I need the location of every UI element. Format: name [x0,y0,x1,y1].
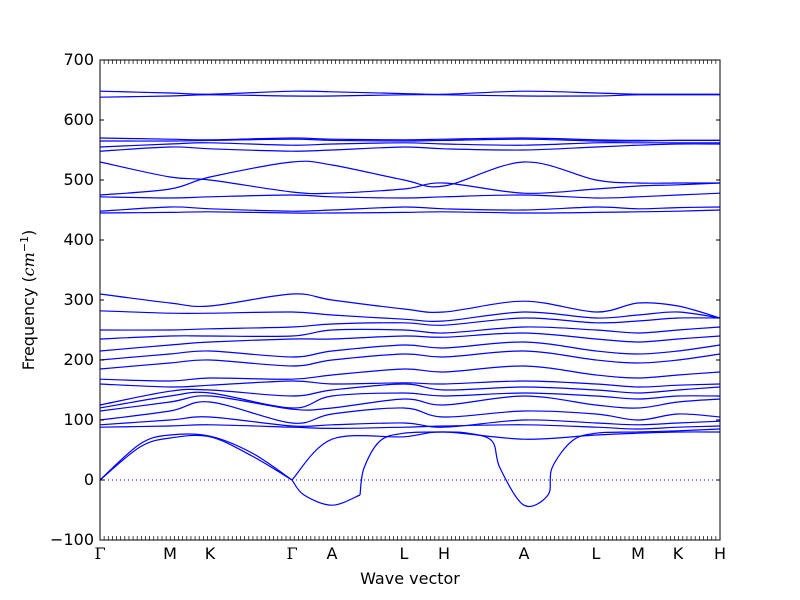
x-tick-label: L [400,544,409,563]
x-tick-label: H [714,544,726,563]
band-line-12 [100,365,720,382]
band-line-14 [100,341,720,361]
y-tick-label: −100 [50,530,94,549]
band-line-26 [100,142,720,148]
x-tick-label: Γ [286,544,297,563]
band-line-15 [100,332,720,352]
band-line-22 [100,192,720,199]
y-tick-label: 500 [63,170,94,189]
band-line-16 [100,326,720,340]
band-line-21 [100,206,720,212]
band-line-4 [291,431,720,481]
x-tick-label: M [163,544,177,563]
y-tick-label: 100 [63,410,94,429]
y-tick-label: 300 [63,290,94,309]
band-line-17 [100,317,720,331]
band-line-29 [100,94,720,98]
plot-frame [99,59,721,541]
x-tick-label: A [519,544,530,563]
band-line-0 [100,434,293,481]
y-axis-label-unit: cm [19,252,38,276]
band-line-11 [100,380,720,388]
band-line-8 [100,395,720,412]
x-tick-label: M [631,544,645,563]
band-line-19 [100,293,720,319]
x-tick-label: K [205,544,216,563]
band-line-18 [100,310,720,322]
band-line-13 [100,350,720,370]
x-tick-label: A [327,544,338,563]
x-axis-label: Wave vector [360,569,460,588]
band-line-6 [100,416,720,428]
band-line-3 [359,428,720,507]
band-line-24 [100,161,720,195]
band-line-10 [100,383,720,406]
x-tick-label: Γ [94,544,105,563]
x-tick-label: L [592,544,601,563]
y-tick-label: 600 [63,110,94,129]
y-axis-ticks: −100 0 100 200 300 400 500 600 700 [50,50,720,549]
y-axis-label-exponent: −1 [18,236,31,252]
band-line-9 [100,391,720,409]
y-tick-label: 0 [84,470,94,489]
x-tick-label: H [438,544,450,563]
band-line-23 [100,160,720,196]
y-tick-label: 400 [63,230,94,249]
band-line-7 [100,401,720,424]
y-axis-label-prefix: Frequency ( [19,276,38,370]
band-line-25 [100,143,720,152]
band-line-28 [100,137,720,142]
band-line-5 [100,424,720,430]
band-line-2 [291,479,361,506]
band-lines [100,90,720,507]
band-line-1 [100,433,293,481]
band-line-20 [100,209,720,214]
y-tick-label: 700 [63,50,94,69]
y-tick-label: 200 [63,350,94,369]
x-tick-label: K [673,544,684,563]
y-axis-label: Frequency (cm−1) [18,230,38,371]
y-axis-label-suffix: ) [19,230,38,236]
band-line-30 [100,90,720,95]
